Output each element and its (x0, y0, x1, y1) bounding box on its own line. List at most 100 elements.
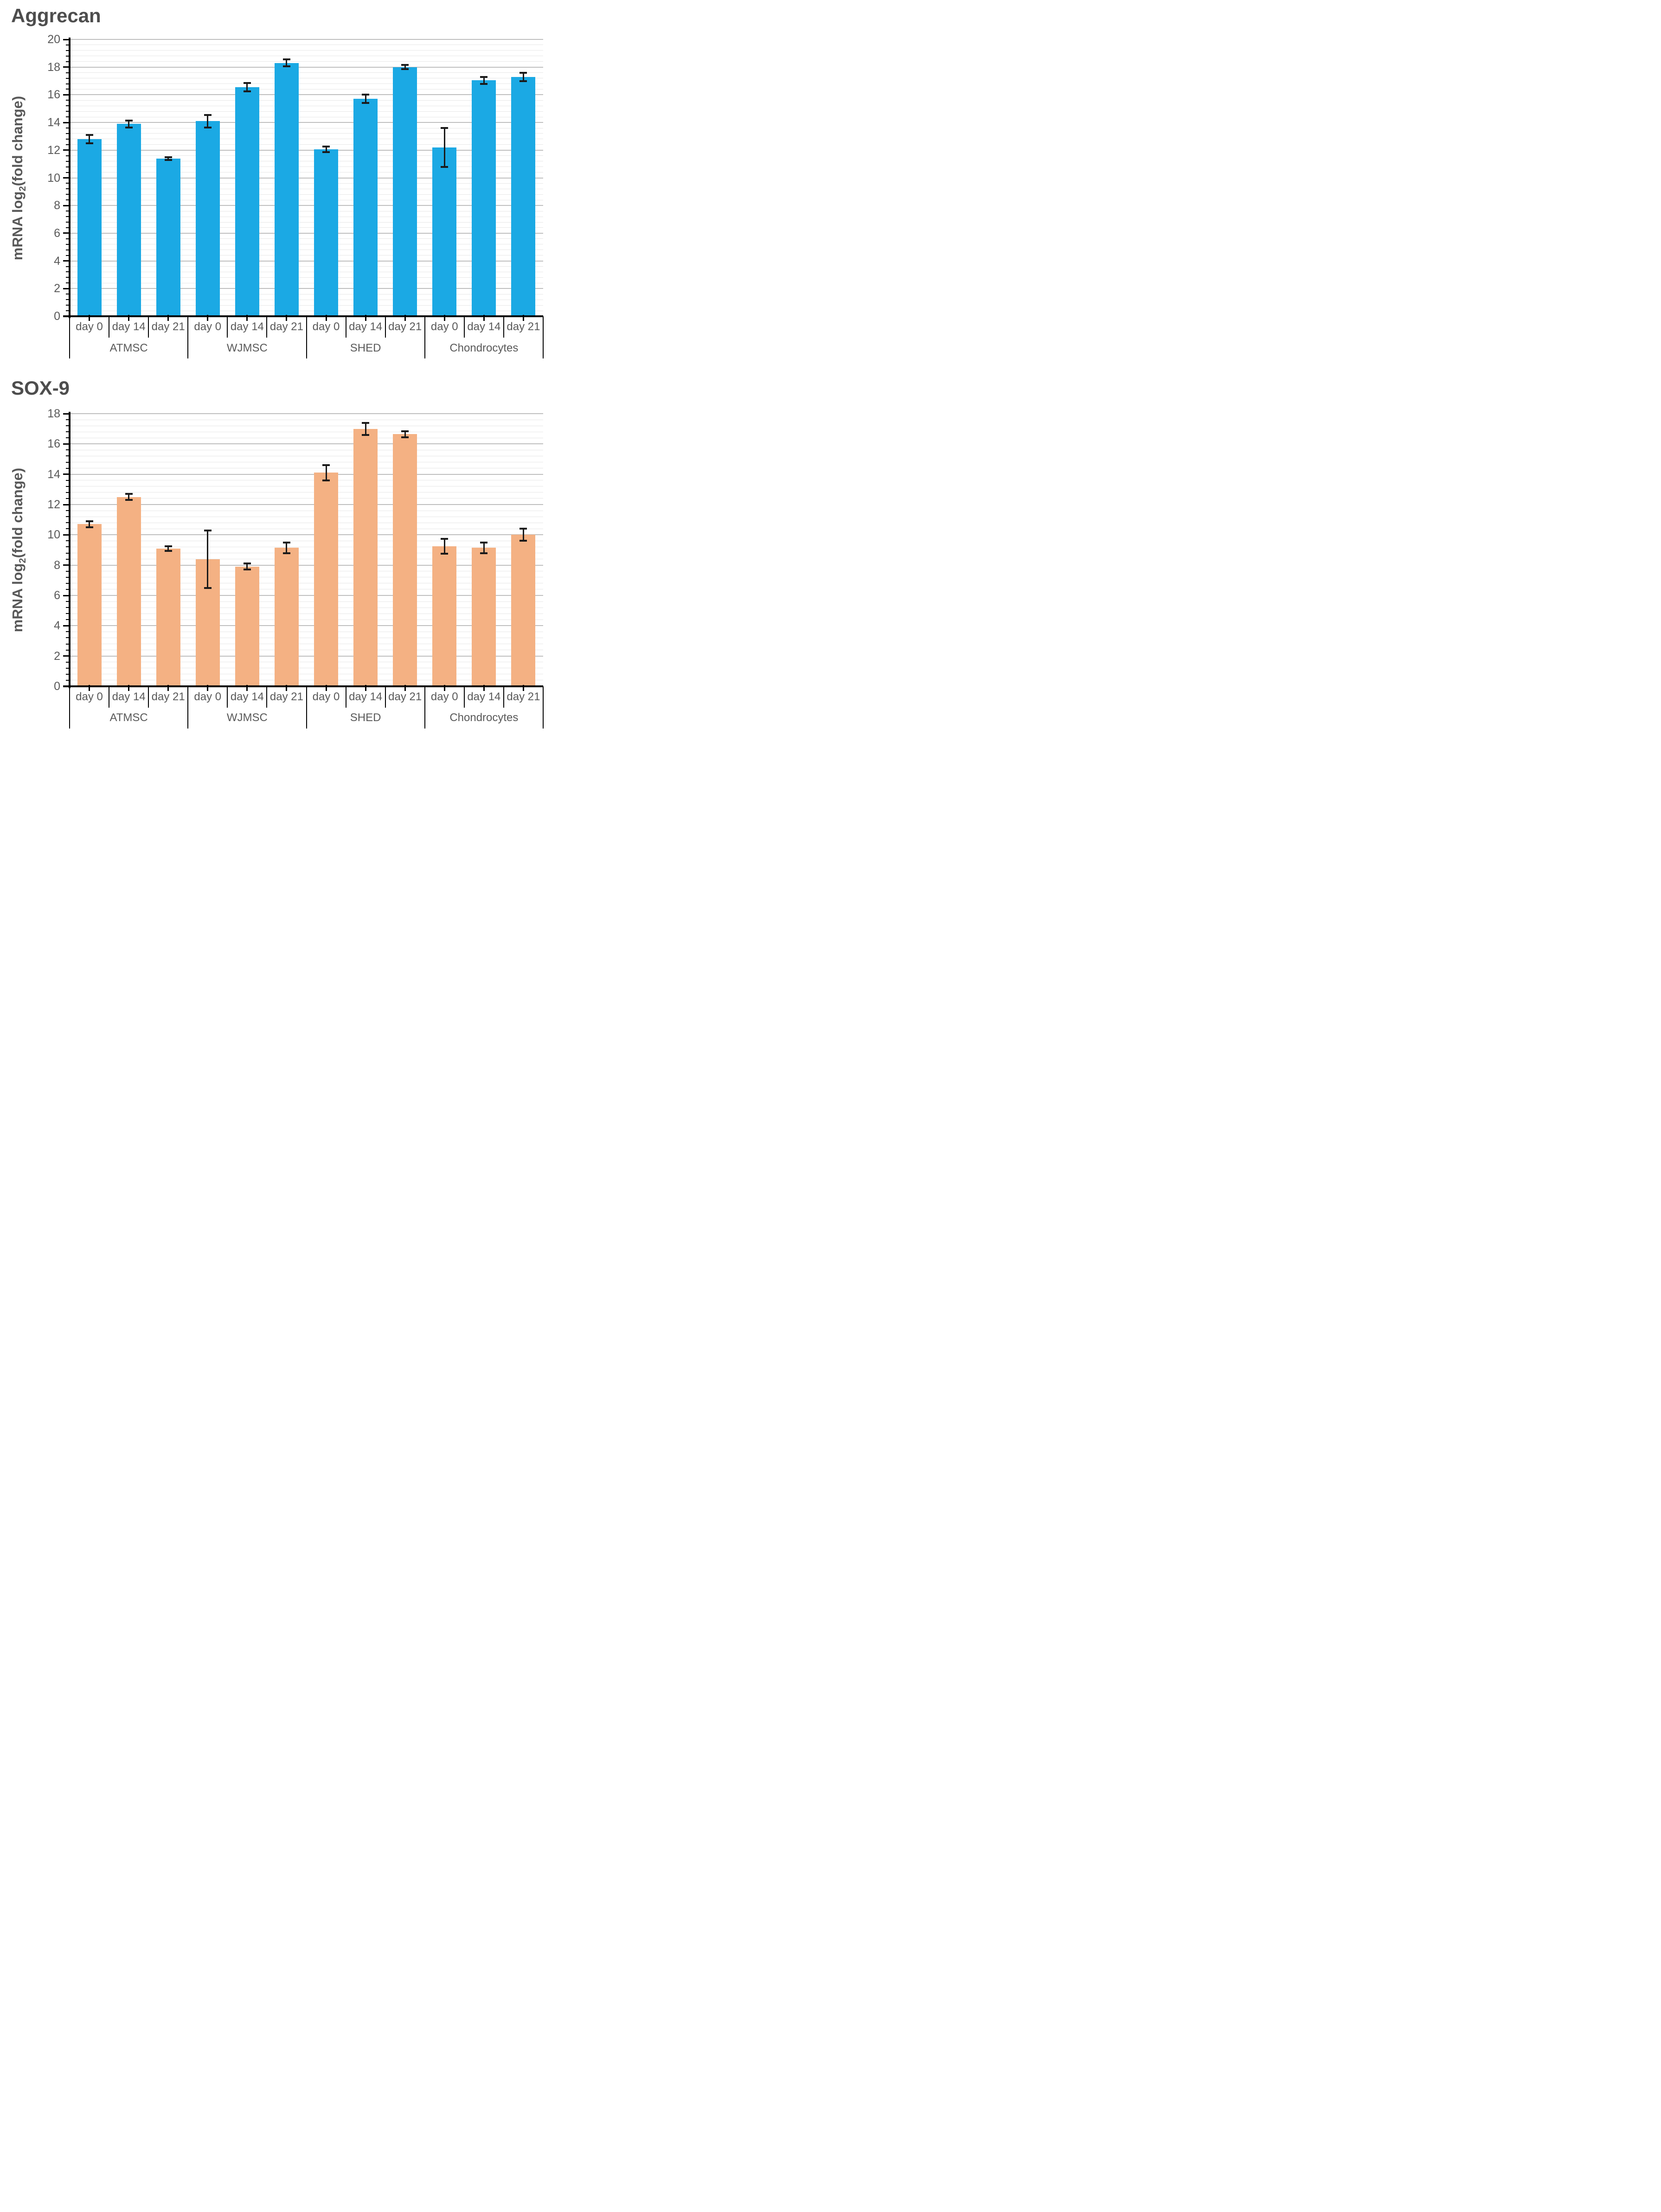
error-bar-cap-bottom (441, 166, 449, 168)
bar (116, 497, 141, 686)
error-bar-cap-bottom (362, 102, 370, 104)
y-axis-minor-tick (66, 613, 70, 614)
error-bar-cap-bottom (519, 540, 527, 542)
bar (432, 546, 457, 686)
error-bar-cap-bottom (204, 587, 212, 589)
minor-gridline (70, 266, 543, 267)
y-axis-minor-tick (66, 155, 70, 156)
error-bar-cap-top (519, 71, 527, 74)
major-gridline (70, 122, 543, 123)
y-axis-minor-tick (66, 266, 70, 267)
minor-gridline (70, 607, 543, 608)
error-bar-cap-bottom (362, 434, 370, 436)
error-bar-line (207, 530, 209, 588)
error-bar-line (443, 538, 445, 554)
category-center-tick (89, 315, 90, 321)
y-tick-label: 10 (47, 171, 60, 185)
error-bar-cap-bottom (243, 569, 251, 571)
day-label: day 21 (507, 690, 540, 703)
error-bar-line (286, 59, 288, 67)
group-label: ATMSC (109, 342, 148, 354)
y-axis-title-text: 2 (18, 558, 28, 563)
category-center-tick (365, 685, 366, 691)
y-axis-major-tick (63, 625, 70, 627)
day-label: day 14 (112, 690, 146, 703)
y-axis-minor-tick (66, 77, 70, 79)
y-axis-minor-tick (66, 619, 70, 620)
bar (314, 473, 339, 686)
major-gridline (70, 443, 543, 445)
y-tick-label: 18 (47, 60, 60, 74)
y-tick-label: 0 (54, 310, 60, 323)
minor-gridline (70, 72, 543, 73)
error-bar-line (167, 546, 169, 551)
y-axis-minor-tick (66, 467, 70, 469)
bar (116, 124, 141, 316)
y-axis-minor-tick (66, 455, 70, 457)
y-axis-minor-tick (66, 661, 70, 663)
y-tick-label: 8 (54, 558, 60, 572)
error-bar-cap-top (362, 94, 370, 96)
y-tick-label: 6 (54, 226, 60, 240)
y-axis-minor-tick (66, 588, 70, 590)
y-axis-minor-tick (66, 89, 70, 90)
y-axis-major-tick (63, 288, 70, 289)
y-axis-title: mRNA log2(fold change) (9, 90, 28, 266)
y-axis-minor-tick (66, 249, 70, 250)
minor-gridline (70, 100, 543, 101)
bar (511, 535, 536, 686)
group-label: ATMSC (109, 711, 148, 724)
category-center-tick (443, 685, 445, 691)
y-axis-minor-tick (66, 111, 70, 112)
day-separator-line (266, 686, 268, 708)
minor-gridline (70, 227, 543, 228)
error-bar-cap-bottom (164, 550, 172, 552)
y-axis-minor-tick (66, 461, 70, 463)
y-axis-minor-tick (66, 50, 70, 51)
error-bar-cap-top (204, 114, 212, 116)
y-axis-major-tick (63, 443, 70, 445)
day-label: day 0 (76, 320, 103, 333)
day-label: day 21 (388, 690, 422, 703)
major-gridline (70, 288, 543, 289)
minor-gridline (70, 166, 543, 167)
minor-gridline (70, 50, 543, 51)
x-axis-line (63, 315, 543, 317)
day-separator-line (266, 316, 268, 338)
y-axis-minor-tick (66, 673, 70, 675)
day-label: day 21 (151, 320, 185, 333)
minor-gridline (70, 133, 543, 134)
major-gridline (70, 625, 543, 627)
y-axis-title: mRNA log2(fold change) (9, 462, 28, 638)
minor-gridline (70, 111, 543, 112)
y-axis-minor-tick (66, 516, 70, 518)
error-bar-cap-bottom (164, 159, 172, 161)
y-axis-minor-tick (66, 194, 70, 195)
day-separator-line (227, 686, 228, 708)
bar (353, 99, 378, 316)
major-gridline (70, 595, 543, 596)
error-bar-line (128, 120, 130, 128)
category-center-tick (167, 315, 169, 321)
category-center-tick (522, 685, 524, 691)
y-axis-minor-tick (66, 133, 70, 134)
y-axis-major-tick (63, 504, 70, 505)
y-axis-minor-tick (66, 492, 70, 493)
day-label: day 14 (230, 690, 264, 703)
y-axis-major-tick (63, 66, 70, 68)
error-bar-cap-bottom (125, 126, 133, 128)
error-bar-cap-bottom (85, 526, 93, 528)
minor-gridline (70, 255, 543, 256)
bar (511, 77, 536, 316)
category-center-tick (286, 315, 288, 321)
error-bar-cap-top (125, 493, 133, 495)
y-axis-minor-tick (66, 431, 70, 433)
error-bar-cap-bottom (480, 83, 488, 85)
minor-gridline (70, 238, 543, 239)
y-axis-minor-tick (66, 540, 70, 542)
y-axis-minor-tick (66, 255, 70, 256)
y-axis-minor-tick (66, 271, 70, 273)
minor-gridline (70, 194, 543, 195)
bar (156, 158, 180, 316)
error-bar-cap-bottom (322, 479, 330, 481)
